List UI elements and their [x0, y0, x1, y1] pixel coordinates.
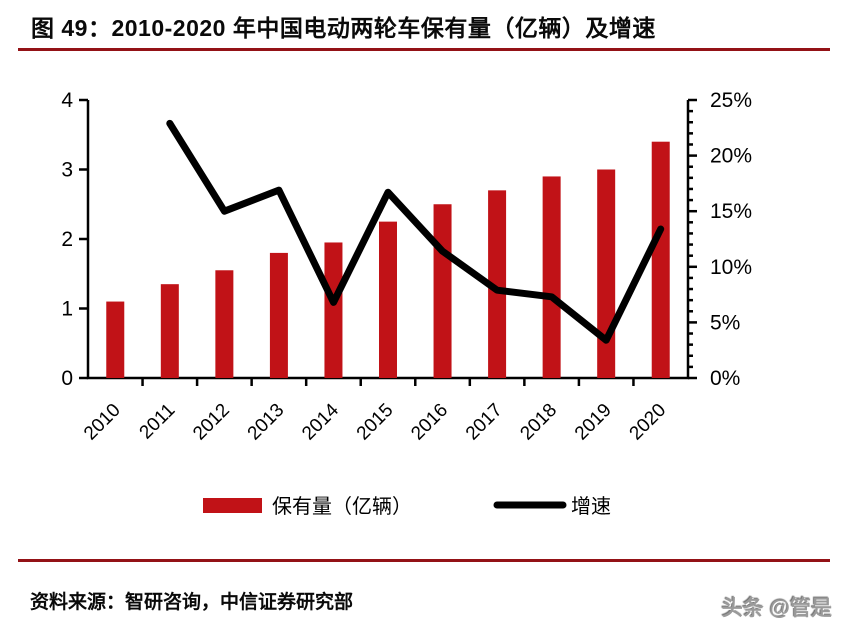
bar-2013	[269, 252, 288, 378]
bar-2016	[433, 204, 452, 378]
bar-2015	[379, 221, 397, 378]
right-axis-label: 5%	[710, 311, 740, 334]
x-axis-label: 2017	[462, 400, 507, 445]
x-axis-label: 2012	[189, 400, 234, 445]
growth-line	[166, 119, 665, 344]
x-axis-label: 2016	[407, 400, 452, 445]
legend-bar-label: 保有量（亿辆）	[272, 495, 412, 518]
bar-2012	[215, 270, 234, 378]
left-axis-label: 3	[61, 159, 73, 182]
right-axis-label: 10%	[710, 256, 752, 279]
right-axis-label: 0%	[710, 367, 740, 390]
x-axis-label: 2019	[571, 400, 616, 445]
x-axis-label: 2010	[80, 400, 125, 445]
chart-figure: 0 1 2 3 4 0% 5% 10% 15% 20% 25% 2010 2011 2012 2013 201…	[0, 56, 848, 556]
left-axis-label: 2	[61, 228, 73, 251]
legend-bar-swatch	[203, 498, 262, 513]
x-axis-label: 2011	[136, 400, 180, 444]
bar-2020	[651, 141, 670, 378]
source-text: 资料来源：智研咨询，中信证券研究部	[30, 592, 354, 613]
bar-2014	[324, 242, 343, 378]
right-axis-label: 20%	[710, 145, 752, 168]
left-axis-label: 4	[61, 89, 73, 112]
title-rule	[18, 48, 830, 51]
bar-2010	[106, 301, 125, 378]
bar-2011	[160, 284, 179, 378]
left-axis-label: 0	[61, 367, 73, 390]
footer-rule	[18, 559, 830, 562]
x-axis-label: 2015	[353, 400, 398, 445]
right-axis-label: 15%	[710, 200, 752, 223]
x-axis-label: 2014	[298, 399, 343, 444]
x-axis-label: 2018	[516, 400, 561, 445]
watermark-text: 头条 @管是	[721, 597, 832, 620]
chart-title: 图 49：2010-2020 年中国电动两轮车保有量（亿辆）及增速	[31, 15, 656, 41]
x-axis-label: 2013	[244, 400, 289, 445]
bar-2017	[488, 190, 507, 378]
x-axis-label: 2020	[626, 400, 671, 445]
bar-2019	[597, 169, 616, 378]
right-axis-label: 25%	[710, 89, 752, 112]
left-axis-label: 1	[61, 298, 73, 321]
legend-line-label: 增速	[571, 495, 611, 518]
bar-2018	[542, 176, 561, 378]
